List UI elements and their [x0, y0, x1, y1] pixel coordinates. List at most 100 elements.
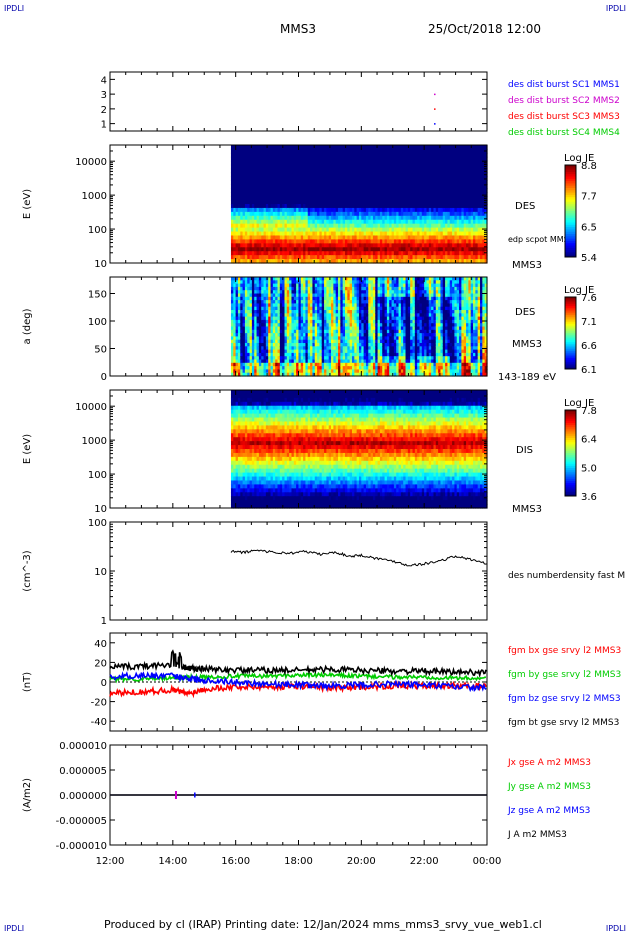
heatmap-cell — [326, 235, 330, 240]
heatmap-cell — [468, 211, 472, 217]
heatmap-cell — [242, 277, 246, 281]
heatmap-cell — [291, 148, 295, 154]
heatmap-cell — [459, 152, 462, 158]
heatmap-cell — [230, 148, 234, 154]
heatmap-cell — [435, 145, 439, 150]
heatmap-cell — [340, 156, 344, 162]
heatmap-cell — [370, 200, 374, 205]
heatmap-cell — [312, 306, 316, 311]
heatmap-cell — [256, 184, 260, 189]
heatmap-cell — [377, 148, 381, 154]
heatmap-cell — [384, 215, 388, 221]
heatmap-cell — [261, 160, 265, 166]
heatmap-cell — [296, 251, 300, 256]
heatmap-cell — [247, 223, 251, 229]
heatmap-cell — [482, 156, 486, 162]
heatmap-cell — [242, 251, 246, 256]
heatmap-cell — [312, 313, 316, 318]
heatmap-cell — [317, 280, 321, 285]
heatmap-cell — [312, 336, 316, 341]
colorbar-cell — [565, 222, 576, 226]
heatmap-cell — [326, 180, 330, 185]
heatmap-cell — [307, 156, 311, 162]
heatmap-cell — [275, 306, 279, 311]
heatmap-cell — [272, 319, 276, 324]
heatmap-cell — [249, 293, 253, 298]
heatmap-cell — [296, 290, 300, 295]
heatmap-cell — [233, 296, 237, 301]
heatmap-cell — [230, 176, 234, 181]
heatmap-cell — [393, 156, 397, 162]
heatmap-cell — [356, 247, 360, 252]
heatmap-cell — [403, 180, 407, 185]
heatmap-cell — [312, 192, 316, 197]
heatmap-cell — [307, 277, 311, 281]
heatmap-cell — [440, 188, 444, 193]
heatmap-cell — [384, 145, 388, 150]
heatmap-cell — [251, 235, 255, 240]
heatmap-cell — [473, 156, 476, 162]
heatmap-cell — [391, 192, 395, 197]
heatmap-cell — [314, 160, 318, 166]
heatmap-cell — [454, 251, 458, 256]
heatmap-cell — [240, 200, 244, 205]
heatmap-cell — [438, 176, 442, 181]
heatmap-cell — [268, 316, 272, 321]
heatmap-cell — [265, 293, 269, 298]
heatmap-cell — [303, 329, 307, 334]
heatmap-cell — [242, 366, 246, 370]
heatmap-cell — [440, 200, 444, 205]
heatmap-cell — [396, 160, 400, 166]
heatmap-cell — [363, 247, 367, 252]
colorbar-cell — [565, 201, 576, 205]
heatmap-cell — [275, 148, 279, 154]
heatmap-cell — [240, 207, 244, 213]
heatmap-cell — [289, 352, 293, 357]
heatmap-cell — [286, 200, 290, 205]
heatmap-cell — [291, 366, 295, 370]
heatmap-cell — [300, 362, 304, 367]
heatmap-cell — [258, 200, 262, 205]
heatmap-cell — [307, 293, 311, 298]
heatmap-cell — [449, 164, 453, 170]
heatmap-cell — [310, 223, 314, 229]
heatmap-cell — [261, 280, 265, 285]
heatmap-cell — [249, 204, 253, 209]
heatmap-cell — [286, 164, 290, 170]
heatmap-cell — [365, 176, 369, 181]
heatmap-cell — [289, 303, 293, 308]
heatmap-cell — [256, 251, 260, 256]
heatmap-cell — [424, 227, 428, 233]
heatmap-cell — [240, 369, 244, 374]
heatmap-cell — [356, 164, 360, 170]
heatmap-cell — [284, 333, 288, 337]
heatmap-cell — [319, 277, 323, 281]
heatmap-cell — [284, 300, 288, 304]
heatmap-cell — [342, 211, 346, 217]
heatmap-cell — [466, 239, 469, 244]
heatmap-cell — [244, 326, 248, 331]
heatmap-cell — [268, 323, 272, 328]
heatmap-cell — [314, 200, 318, 205]
heatmap-cell — [254, 326, 258, 331]
heatmap-cell — [244, 277, 248, 281]
heatmap-cell — [338, 251, 341, 256]
heatmap-cell — [310, 156, 314, 162]
heatmap-cell — [284, 200, 288, 205]
heatmap-cell — [233, 283, 237, 288]
colorbar-cell — [565, 220, 576, 223]
heatmap-cell — [372, 200, 376, 205]
heatmap-cell — [305, 283, 309, 288]
heatmap-cell — [389, 247, 393, 252]
heatmap-cell — [396, 239, 400, 244]
heatmap-cell — [251, 339, 255, 344]
heatmap-cell — [307, 333, 311, 337]
heatmap-cell — [300, 176, 304, 181]
heatmap-cell — [279, 251, 283, 256]
heatmap-cell — [293, 346, 297, 351]
heatmap-cell — [305, 148, 309, 154]
heatmap-cell — [414, 156, 418, 162]
heatmap-cell — [351, 259, 355, 264]
heatmap-cell — [256, 211, 260, 217]
heatmap-cell — [363, 168, 367, 174]
